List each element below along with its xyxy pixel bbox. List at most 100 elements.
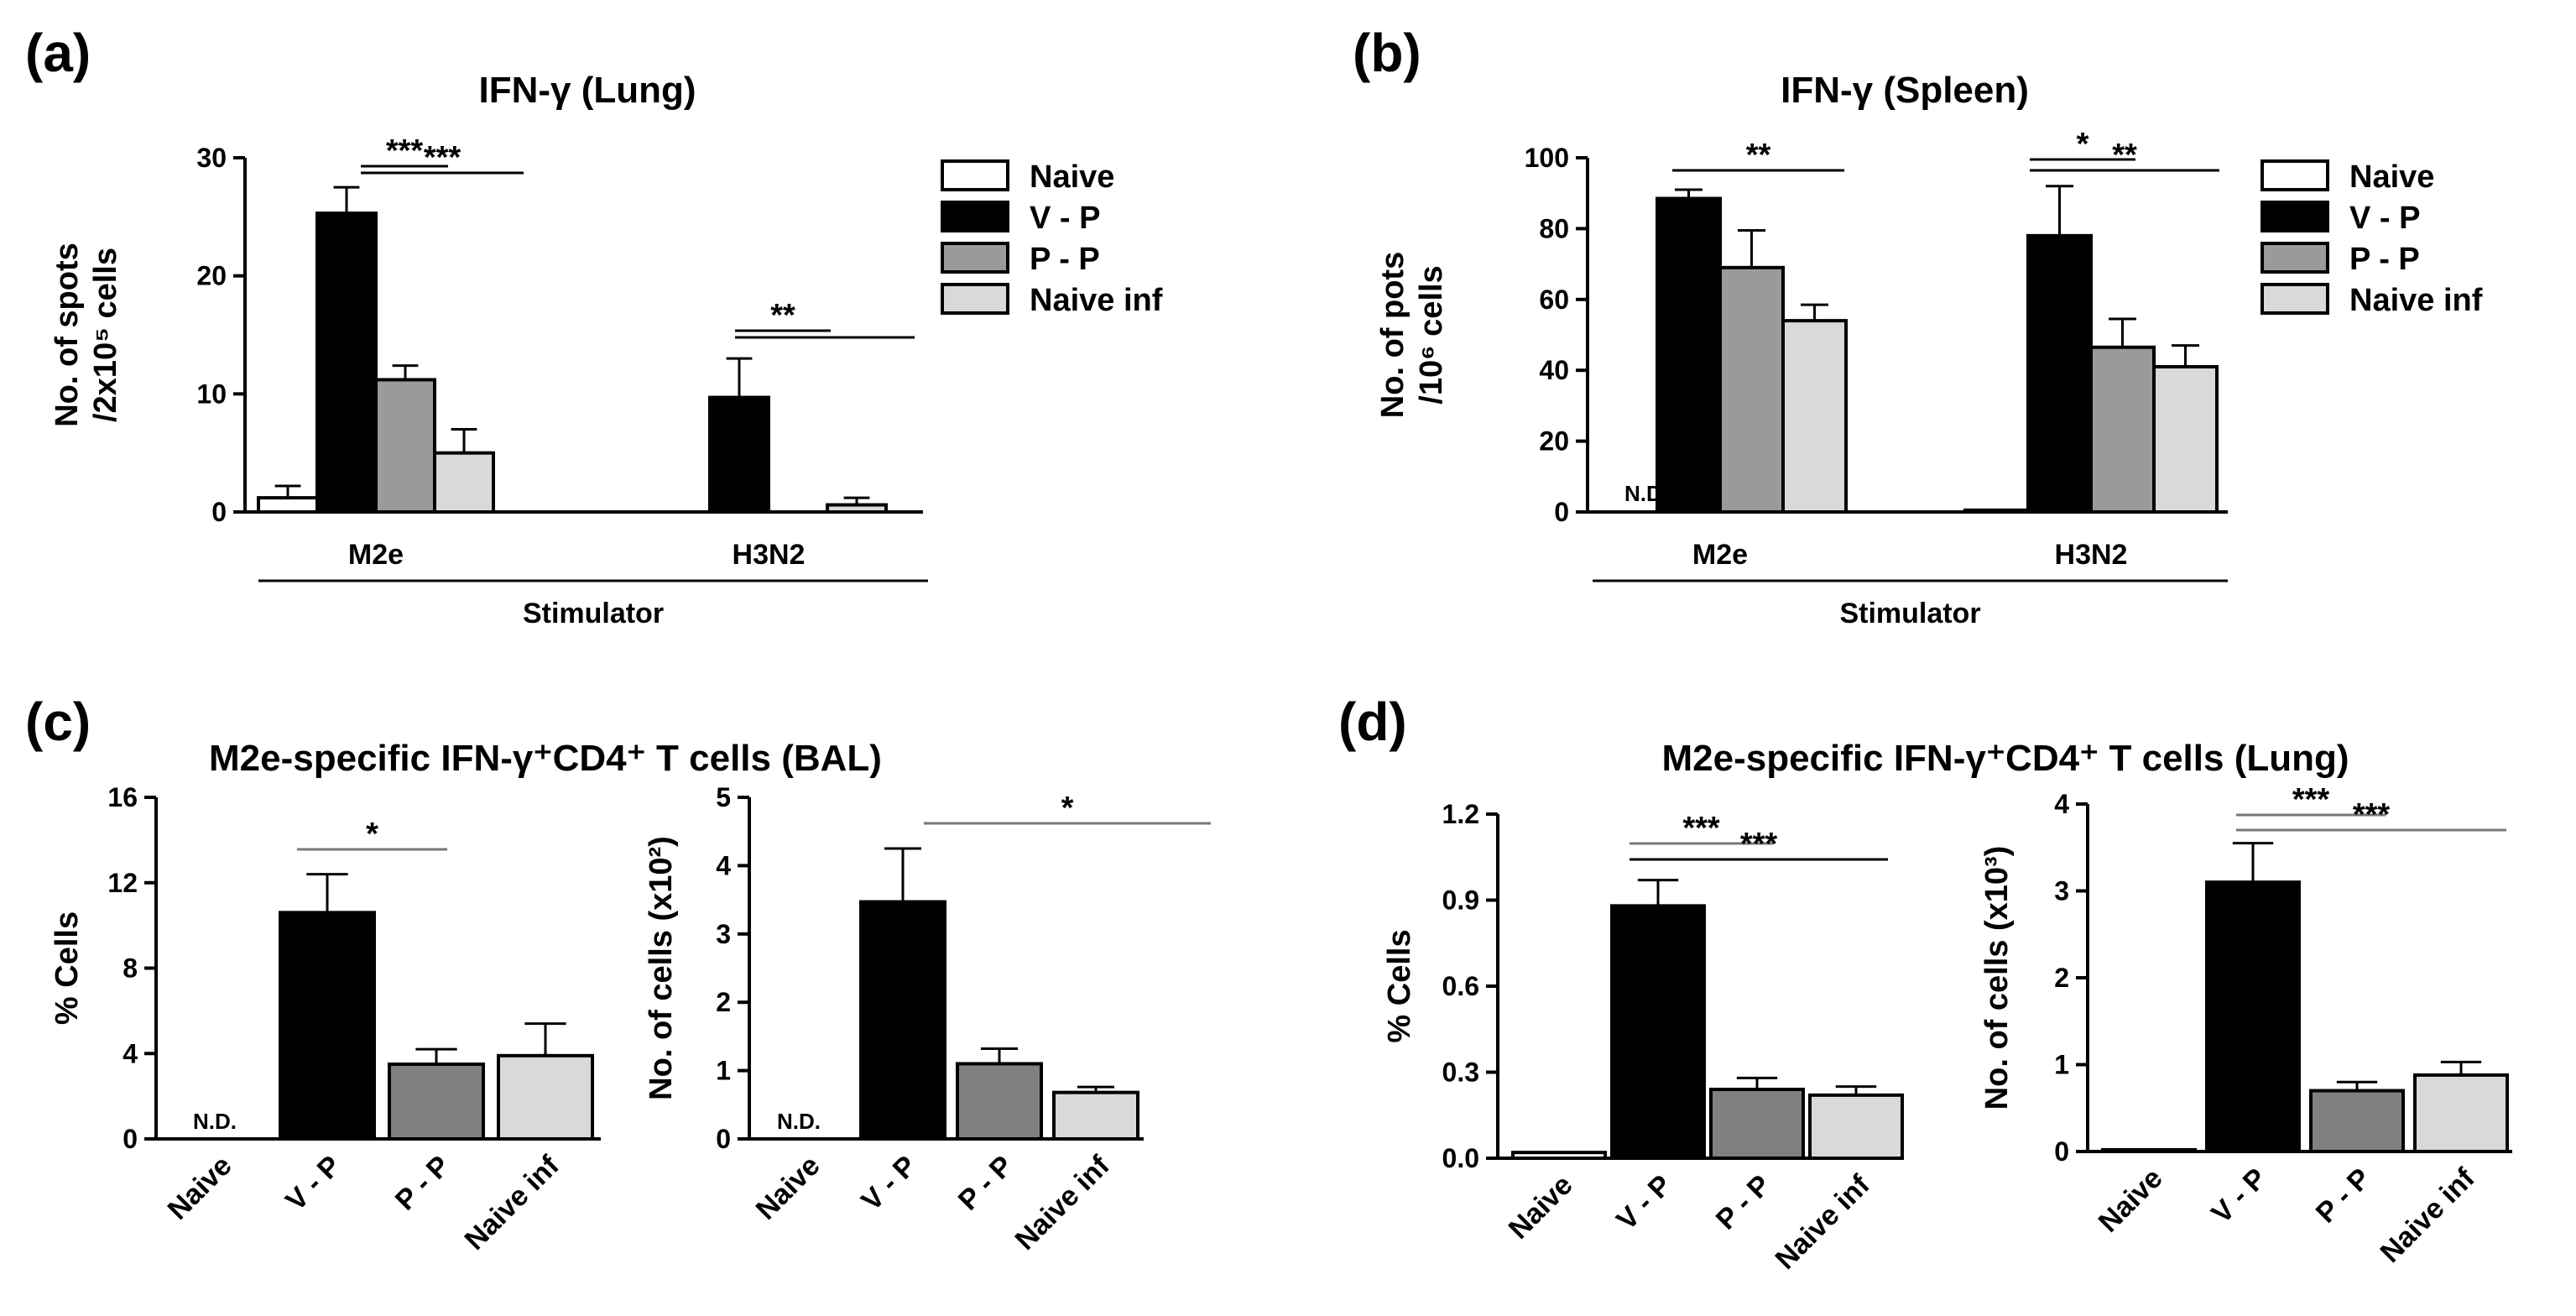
legend-swatch xyxy=(941,283,1009,315)
bar-3 xyxy=(497,1053,594,1141)
y-tick-label: 1 xyxy=(716,1056,731,1086)
y-axis-label-line: /10⁶ cells xyxy=(1414,265,1449,404)
panel-c: (c) M2e-specific IFN-γ⁺CD4⁺ T cells (BAL)… xyxy=(25,692,1211,1256)
subchart-d-1: 0 1 2 3 4 No. of cells (x10³) Naive V - P P - PN… xyxy=(1979,782,2512,1269)
category-label: P - P xyxy=(2310,1162,2377,1230)
significance-label: * xyxy=(1061,791,1074,826)
category-label: V - P xyxy=(855,1150,922,1217)
x-axis-label: Stimulator xyxy=(523,598,664,629)
bar-b-0-3 xyxy=(1781,319,1848,514)
y-tick-label: 0 xyxy=(716,1124,731,1154)
panel-d: (d) M2e-specific IFN-γ⁺CD4⁺ T cells (Lung… xyxy=(1338,692,2512,1276)
panel-label: (c) xyxy=(25,692,91,752)
y-tick-label: 0 xyxy=(1554,497,1569,527)
bar-b-1-0 xyxy=(1963,508,2030,514)
category-label: M2e xyxy=(1692,539,1748,571)
category-label: P - P xyxy=(952,1150,1019,1217)
bar-0 xyxy=(1511,1151,1607,1160)
nd-label: N.D. xyxy=(193,1109,237,1134)
legend-label: P - P xyxy=(1030,242,1100,277)
category-label: V - P xyxy=(279,1150,347,1217)
y-tick-label: 0.9 xyxy=(1442,885,1479,916)
y-tick-label: 2 xyxy=(2054,963,2069,993)
bar-1 xyxy=(1610,904,1706,1161)
bar-1 xyxy=(2205,880,2301,1154)
bar-a-1-3 xyxy=(826,503,888,514)
legend-swatch xyxy=(2261,242,2329,274)
bar-2 xyxy=(1709,1088,1805,1160)
bar-a-0-0 xyxy=(257,496,319,514)
subchart-d-0: 0.0 0.3 0.6 0.9 1.2 % Cells Naive V - P P - PNai… xyxy=(1382,799,1904,1276)
category-label: Naive inf xyxy=(459,1149,566,1256)
significance-label: ** xyxy=(1746,138,1771,173)
y-tick-label: 12 xyxy=(107,868,138,898)
category-label: H3N2 xyxy=(733,539,806,571)
y-axis-label-line: No. of pots xyxy=(1375,252,1411,418)
panel-label: (b) xyxy=(1353,23,1421,83)
bar-3 xyxy=(2413,1073,2509,1154)
chart-title: IFN-γ (Lung) xyxy=(478,70,696,111)
y-tick-label: 30 xyxy=(196,143,227,173)
y-axis-label: No. of cells (x10²) xyxy=(644,836,679,1100)
significance-label: ** xyxy=(770,298,795,333)
y-tick-label: 4 xyxy=(2054,789,2069,819)
y-axis-label: No. of pots/10⁶ cells xyxy=(1375,252,1449,418)
y-axis-label: No. of spots/2x10⁵ cells xyxy=(50,243,123,427)
bar-0 xyxy=(171,1137,265,1139)
y-axis-label: % Cells xyxy=(50,911,85,1025)
y-axis-label: No. of cells (x10³) xyxy=(1979,846,2015,1110)
bar-a-0-3 xyxy=(433,451,495,514)
significance-label: *** xyxy=(2292,782,2330,817)
y-tick-label: 1.2 xyxy=(1442,799,1479,829)
bar-a-0-2 xyxy=(374,378,436,514)
y-tick-label: 4 xyxy=(123,1038,138,1068)
bar-3 xyxy=(1052,1090,1139,1141)
legend-label: Naive xyxy=(1030,159,1114,195)
bar-0 xyxy=(2101,1147,2197,1154)
x-axis-label: Stimulator xyxy=(1839,598,1980,629)
category-label: P - P xyxy=(389,1150,456,1217)
significance-label: *** xyxy=(1740,827,1778,862)
panel-label: (d) xyxy=(1338,692,1407,752)
chart-title: M2e-specific IFN-γ⁺CD4⁺ T cells (BAL) xyxy=(209,738,882,779)
y-tick-label: 3 xyxy=(2054,876,2069,906)
category-label: H3N2 xyxy=(2055,539,2128,571)
bar-b-0-2 xyxy=(1718,265,1785,514)
y-tick-label: 8 xyxy=(123,953,138,984)
panel-b: (b) IFN-γ (Spleen) 0 20 40 60 80 100 No. of pots… xyxy=(1353,23,2483,629)
y-tick-label: 0 xyxy=(211,497,227,527)
legend-label: V - P xyxy=(1030,201,1100,236)
chart-title: M2e-specific IFN-γ⁺CD4⁺ T cells (Lung) xyxy=(1661,738,2349,779)
legend-label: P - P xyxy=(2349,242,2420,277)
y-tick-label: 0.6 xyxy=(1442,971,1479,1001)
significance-label: ** xyxy=(2112,138,2137,173)
category-label: Naive xyxy=(1503,1169,1579,1246)
subchart-c-1: 0 1 2 3 4 5 No. of cells (x10²) Naive V - P P - P… xyxy=(644,782,1211,1256)
y-axis-label: % Cells xyxy=(1382,929,1417,1042)
category-label: V - P xyxy=(2205,1162,2272,1230)
category-label: Naive inf xyxy=(1770,1168,1877,1276)
y-tick-label: 0 xyxy=(123,1124,138,1154)
y-tick-label: 20 xyxy=(1539,426,1569,457)
y-tick-label: 60 xyxy=(1539,285,1569,315)
y-tick-label: 3 xyxy=(716,919,731,949)
category-label: Naive xyxy=(750,1150,827,1226)
y-tick-label: 10 xyxy=(196,379,227,409)
category-label: Naive xyxy=(162,1150,238,1226)
category-label: Naive inf xyxy=(2375,1162,2482,1269)
legend-label: Naive xyxy=(2349,159,2434,195)
significance-label: *** xyxy=(1682,811,1720,846)
y-tick-label: 5 xyxy=(716,782,731,812)
bar-a-1-1 xyxy=(708,395,770,514)
legend-label: Naive inf xyxy=(2349,283,2483,318)
bar-2 xyxy=(956,1062,1043,1141)
significance-label: *** xyxy=(386,133,424,169)
bar-1 xyxy=(859,900,946,1141)
bar-a-0-1 xyxy=(315,212,378,514)
y-tick-label: 0 xyxy=(2054,1136,2069,1167)
category-label: M2e xyxy=(348,539,404,571)
legend-label: V - P xyxy=(2349,201,2420,236)
y-tick-label: 20 xyxy=(196,261,227,291)
subchart-c-0: 0 4 8 12 16 % Cells Naive V - P P - P Naive inf * N… xyxy=(50,782,601,1256)
